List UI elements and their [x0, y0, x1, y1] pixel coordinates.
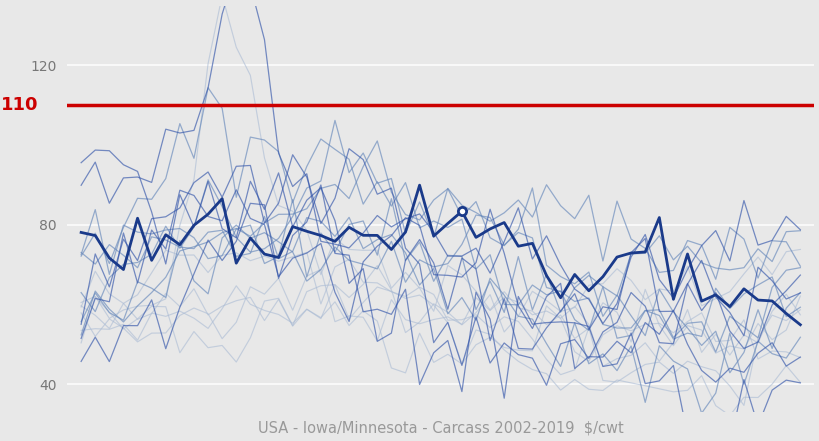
Text: 110: 110	[2, 96, 38, 114]
Point	[455, 208, 468, 215]
X-axis label: USA - Iowa/Minnesota - Carcass 2002-2019  $/cwt: USA - Iowa/Minnesota - Carcass 2002-2019…	[257, 420, 623, 435]
